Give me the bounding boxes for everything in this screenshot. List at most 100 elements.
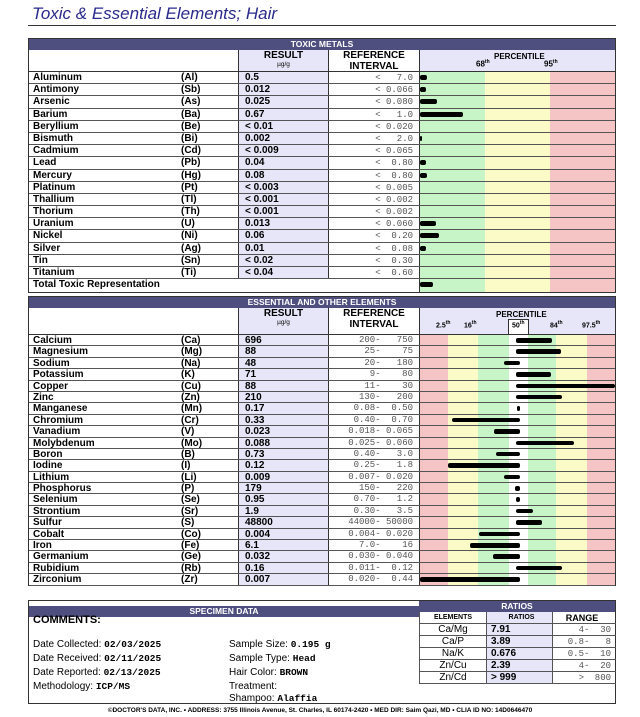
column-headers: RESULT µg/g REFERENCE INTERVAL PERCENTILE …: [29, 308, 615, 335]
percentile-bar: [514, 486, 520, 491]
percentile-graph: [419, 157, 615, 169]
essential-elements-section: ESSENTIAL AND OTHER ELEMENTS RESULT µg/g …: [28, 296, 616, 586]
element-row: Antimony (Sb) 0.012 < 0.066: [29, 84, 615, 97]
result-value: 179: [238, 483, 328, 494]
result-value: 88: [238, 346, 328, 357]
tick-68: 68th: [476, 59, 490, 69]
col-elements: ELEMENTS: [419, 612, 486, 623]
result-value: < 0.01: [238, 120, 328, 132]
percentile-graph: [419, 96, 615, 108]
element-row: Thorium (Th) < 0.001 < 0.002: [29, 206, 615, 219]
percentile-graph: [419, 505, 615, 517]
result-value: 0.33: [238, 414, 328, 426]
element-name: Cadmium: [33, 145, 79, 157]
percentile-bar: [420, 282, 433, 288]
result-label: RESULT: [263, 308, 304, 319]
percentile-graph: [419, 391, 615, 403]
reference-interval: < 0.20: [328, 230, 419, 242]
col-ratios: RATIOS: [486, 612, 552, 623]
reference-interval: 0.08- 0.50: [328, 403, 419, 414]
element-name: Sulfur: [33, 517, 62, 529]
percentile-bar: [515, 349, 561, 354]
reference-interval: < 0.80: [328, 157, 419, 169]
percentile-graph: [419, 120, 615, 132]
element-row: Boron (B) 0.73 0.40- 3.0: [29, 448, 615, 461]
element-symbol: (Sn): [181, 254, 201, 266]
element-name: Aluminum: [33, 72, 82, 83]
ratio-range: > 800: [552, 672, 616, 683]
unit-label: µg/g: [277, 319, 290, 326]
element-name: Mercury: [33, 169, 72, 181]
percentile-graph: [419, 193, 615, 206]
percentile-graph: [419, 460, 615, 471]
percentile-bar: [493, 429, 520, 434]
percentile-bar: [469, 543, 520, 548]
percentile-bar: [420, 233, 440, 239]
percentile-graph: [419, 574, 615, 585]
percentile-bar: [504, 360, 520, 366]
reference-interval: < 0.30: [328, 254, 419, 266]
element-row: Tin (Sn) < 0.02 < 0.30: [29, 254, 615, 267]
reference-interval: < 7.0: [328, 72, 419, 84]
ratio-elements: Zn/Cd: [419, 672, 486, 683]
divider: [28, 25, 616, 26]
element-name: Arsenic: [33, 96, 70, 108]
ratio-elements: Na/K: [419, 648, 486, 659]
percentile-bar: [420, 577, 520, 582]
percentile-bar: [478, 531, 520, 537]
reference-interval: 0.25- 1.8: [328, 460, 419, 471]
reference-interval: < 0.002: [328, 206, 419, 218]
percentile-graph: [419, 242, 615, 254]
element-symbol: (Zr): [181, 574, 198, 586]
reference-interval: 0.011- 0.12: [328, 562, 419, 574]
reference-interval: 0.40- 0.70: [328, 414, 419, 426]
reference-interval: < 1.0: [328, 108, 419, 120]
reference-interval: < 0.002: [328, 193, 419, 206]
element-row: Mercury (Hg) 0.08 < 0.80: [29, 169, 615, 182]
element-name: Platinum: [33, 181, 76, 193]
element-symbol: (S): [181, 517, 195, 529]
percentile-graph: [419, 357, 615, 369]
element-name: Thallium: [33, 193, 75, 205]
percentile-bar: [420, 160, 426, 166]
reference-header: REFERENCE INTERVAL: [328, 50, 419, 72]
element-name: Lithium: [33, 471, 70, 483]
result-value: 0.73: [238, 448, 328, 460]
reference-interval: 0.30- 3.5: [328, 505, 419, 517]
specimen-header: SPECIMEN DATA: [29, 606, 419, 617]
element-symbol: (Se): [181, 494, 200, 506]
percentile-bar: [516, 406, 521, 411]
page-title: Toxic & Essential Elements; Hair: [32, 4, 278, 23]
element-row: Platinum (Pt) < 0.003 < 0.005: [29, 181, 615, 194]
result-value: 0.013: [238, 218, 328, 230]
hair-color: Hair Color: BROWN: [229, 667, 309, 678]
reference-interval: 20- 180: [328, 357, 419, 369]
percentile-bar: [420, 99, 437, 105]
total-label: Total Toxic Representation: [33, 279, 160, 291]
element-name: Strontium: [33, 505, 81, 517]
element-row: Lead (Pb) 0.04 < 0.80: [29, 157, 615, 170]
element-row: Copper (Cu) 88 11- 30: [29, 380, 615, 392]
element-symbol: (Mn): [181, 403, 203, 415]
element-row: Sulfur (S) 48800 44000- 50000: [29, 517, 615, 529]
percentile-bar: [515, 394, 562, 400]
element-name: Rubidium: [33, 562, 80, 574]
treatment: Treatment:: [229, 681, 277, 692]
element-name: Magnesium: [33, 346, 89, 358]
percentile-bar: [515, 372, 552, 377]
element-symbol: (I): [181, 460, 191, 472]
element-symbol: (Mg): [181, 346, 203, 358]
result-value: 0.08: [238, 169, 328, 181]
ratio-elements: Zn/Cu: [419, 660, 486, 671]
reference-interval: 0.40- 3.0: [328, 448, 419, 460]
element-name: Molybdenum: [33, 437, 95, 449]
result-header: RESULT µg/g: [238, 50, 328, 71]
element-row: Bismuth (Bi) 0.002 < 2.0: [29, 132, 615, 146]
ratio-elements: Ca/Mg: [419, 624, 486, 635]
result-value: 0.032: [238, 551, 328, 562]
result-value: 0.12: [238, 460, 328, 471]
result-value: 0.023: [238, 426, 328, 437]
element-symbol: (Be): [181, 120, 201, 132]
reference-interval: < 2.0: [328, 132, 419, 145]
reference-interval: 25- 75: [328, 346, 419, 357]
